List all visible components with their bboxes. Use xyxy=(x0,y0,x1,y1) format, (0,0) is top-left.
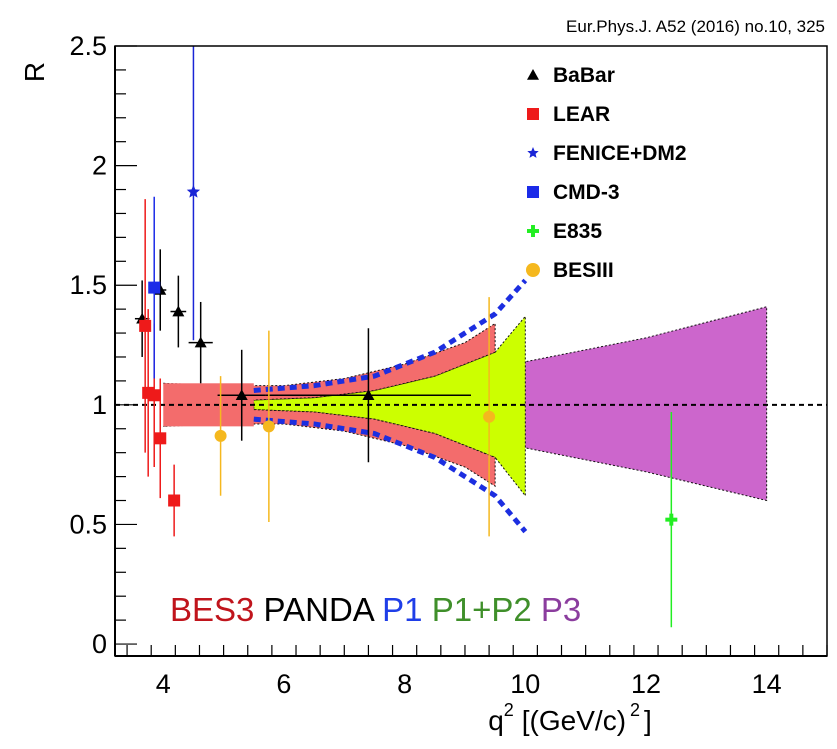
dashed-curves xyxy=(253,278,528,534)
point-besiii-0-marker xyxy=(214,429,227,442)
point-babar-3-marker xyxy=(194,336,207,348)
legend-label-babar: BaBar xyxy=(553,64,615,87)
legend-marker-besiii xyxy=(526,263,540,277)
point-cmd-3-0-marker xyxy=(148,281,161,294)
point-babar-5-marker xyxy=(362,389,375,401)
legend-marker-fenice-dm2 xyxy=(527,147,539,158)
legend-label-lear: LEAR xyxy=(553,103,610,126)
legend-marker-e835 xyxy=(527,225,539,237)
point-cmd-3-0 xyxy=(148,196,161,379)
x-axis-label: q2 [(GeV/c) 2] xyxy=(488,700,652,736)
axes: 0 0.5 1 1.5 2 2.5 4 6 8 10 12 14 xyxy=(69,31,828,699)
legend-entry-lear: LEAR xyxy=(527,103,610,126)
point-babar-3 xyxy=(188,301,213,384)
point-lear-0-marker xyxy=(139,319,152,332)
point-babar-4-marker xyxy=(235,389,248,401)
point-lear-4 xyxy=(168,464,181,537)
x-axis-label-q: q xyxy=(488,705,504,736)
point-fenice-dm2-0 xyxy=(186,46,201,341)
point-fenice-dm2-0-marker xyxy=(186,184,201,198)
x-tick-label-1: 6 xyxy=(276,669,291,699)
y-tick-label-4: 2 xyxy=(92,151,107,181)
point-lear-4-marker xyxy=(168,494,181,507)
data-points xyxy=(134,46,678,628)
facility-labels: BES3 PANDA P1 P1+P2 P3 xyxy=(170,591,581,628)
x-tick-label-4: 12 xyxy=(631,669,661,699)
point-besiii-1 xyxy=(262,330,275,523)
point-babar-5 xyxy=(265,328,471,463)
point-e835-0-marker xyxy=(665,513,678,526)
band-bes3-lower xyxy=(163,409,496,488)
legend-marker-e835-v xyxy=(531,225,535,237)
point-babar-2-marker xyxy=(172,305,185,317)
legend-label-fenice-dm2: FENICE+DM2 xyxy=(553,142,687,165)
point-babar-2 xyxy=(170,275,187,348)
facility-label-3: P1+P2 xyxy=(423,591,532,628)
dashed-curve-lower xyxy=(253,416,528,534)
x-tick-label-0: 4 xyxy=(156,669,171,699)
y-tick-label-5: 2.5 xyxy=(69,31,107,61)
x-axis-label-close: ] xyxy=(644,705,652,736)
legend-label-besiii: BESIII xyxy=(553,259,614,282)
y-tick-label-0: 0 xyxy=(92,629,107,659)
y-axis-label: R xyxy=(19,62,50,82)
y-tick-label-2: 1 xyxy=(92,390,107,420)
legend: BaBar LEAR FENICE+DM2 CMD-3 E835 BESIII xyxy=(526,64,687,282)
point-e835-0-marker-v xyxy=(669,513,674,526)
point-lear-2-marker xyxy=(148,389,161,402)
point-lear-3-marker xyxy=(154,432,167,445)
x-tick-label-2: 8 xyxy=(397,669,412,699)
point-besiii-0 xyxy=(214,376,227,496)
point-babar-4 xyxy=(217,349,266,441)
dashed-curve-upper xyxy=(253,278,528,393)
x-tick-label-3: 10 xyxy=(510,669,540,699)
reference-citation: Eur.Phys.J. A52 (2016) no.10, 325 xyxy=(566,17,825,36)
y-tick-label-1: 0.5 xyxy=(69,509,107,539)
x-tick-label-5: 14 xyxy=(752,669,782,699)
facility-label-4: P3 xyxy=(532,591,582,628)
legend-entry-babar: BaBar xyxy=(527,64,615,87)
legend-marker-lear xyxy=(527,108,539,120)
x-axis-label-sup: 2 xyxy=(504,700,514,720)
point-e835-0 xyxy=(665,412,678,628)
point-besiii-1-marker xyxy=(262,420,275,433)
y-tick-label-3: 1.5 xyxy=(69,270,107,300)
facility-label-0: BES3 xyxy=(170,591,254,628)
legend-marker-babar xyxy=(527,69,539,80)
legend-marker-cmd-3 xyxy=(527,186,539,198)
facility-label-1: PANDA xyxy=(254,591,374,628)
x-axis-label-units-sup: 2 xyxy=(630,700,640,720)
x-axis-label-units: [(GeV/c) xyxy=(522,705,626,736)
point-lear-3 xyxy=(154,378,167,499)
bands xyxy=(163,306,768,502)
point-besiii-2-marker xyxy=(483,410,496,423)
legend-entry-cmd-3: CMD-3 xyxy=(527,181,620,204)
point-besiii-2 xyxy=(483,297,496,537)
legend-label-e835: E835 xyxy=(553,220,602,243)
legend-entry-fenice-dm2: FENICE+DM2 xyxy=(527,142,687,165)
facility-label-2: P1 xyxy=(373,591,423,628)
legend-entry-e835: E835 xyxy=(527,220,602,243)
legend-entry-besiii: BESIII xyxy=(526,259,614,282)
legend-label-cmd-3: CMD-3 xyxy=(553,181,620,204)
